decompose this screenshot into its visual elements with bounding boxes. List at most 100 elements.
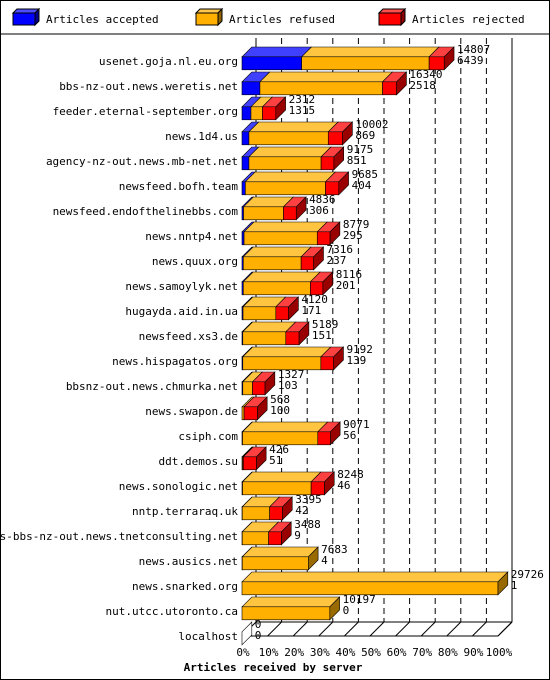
- value-label-accepted: 1315: [289, 104, 316, 117]
- bar-top: [242, 271, 321, 283]
- bars: [241, 46, 509, 646]
- value-label-accepted: 869: [355, 129, 375, 142]
- value-label-total: 4836: [309, 193, 336, 206]
- bar-segment: [285, 331, 300, 346]
- bar-side: [443, 46, 455, 71]
- category-label: news.nntp4.net: [145, 230, 238, 243]
- bar-top: [241, 546, 319, 558]
- category-label: news.quux.org: [152, 255, 238, 268]
- legend-swatch: [378, 12, 402, 26]
- value-label-accepted: 237: [326, 254, 346, 267]
- category-label: agency-nz-out.news.mb-net.net: [46, 155, 238, 168]
- bar-top: [300, 46, 440, 58]
- value-label-total: 5189: [312, 318, 339, 331]
- value-label-total: 2312: [289, 93, 316, 106]
- value-label-total: 14807: [457, 43, 490, 56]
- bar-side: [497, 571, 509, 596]
- value-label-accepted: 4: [321, 554, 328, 567]
- bar-segment: [320, 156, 335, 171]
- bar-segment: [327, 131, 343, 146]
- value-label-total: 8116: [336, 268, 363, 281]
- legend-label: Articles rejected: [412, 13, 525, 26]
- floor-gridline: [344, 621, 359, 637]
- bar-segment: [243, 231, 318, 246]
- bar-side: [329, 221, 341, 246]
- x-tick-label: 70%: [412, 646, 432, 659]
- bar-segment: [250, 106, 263, 121]
- value-label-accepted: 151: [312, 329, 332, 342]
- bar-side: [396, 71, 407, 96]
- bar-side: [281, 521, 292, 546]
- value-label-total: 7316: [326, 243, 353, 256]
- category-label: ddt.demos.su: [159, 455, 238, 468]
- bar-top: [241, 571, 509, 583]
- floor-gridline: [318, 621, 334, 637]
- bar-top: [241, 46, 313, 58]
- bar-side: [329, 596, 340, 621]
- bar-top: [241, 596, 341, 608]
- x-tick-label: 0%: [236, 646, 250, 659]
- category-label: news.ausics.net: [139, 555, 238, 568]
- category-label: localhost: [178, 630, 238, 643]
- category-label: bbs-nz-out.news.weretis.net: [59, 80, 238, 93]
- bar-side: [313, 246, 324, 271]
- bar-top: [244, 171, 336, 183]
- floor-gridline: [369, 621, 385, 637]
- x-tick-label: 50%: [361, 646, 381, 659]
- bar-segment: [241, 106, 252, 121]
- category-label: newsfeed.xs3.de: [139, 330, 238, 343]
- value-label-total: 9071: [343, 418, 370, 431]
- x-tick-label: 10%: [259, 646, 279, 659]
- value-label-accepted: 9: [294, 529, 301, 542]
- bar-segment: [241, 231, 245, 246]
- category-label: news.1d4.us: [165, 130, 238, 143]
- category-label: usenet.goja.nl.eu.org: [99, 55, 238, 68]
- bar-segment: [242, 306, 277, 321]
- bar-side: [257, 396, 268, 421]
- plot-area: [241, 38, 513, 637]
- bar-segment: [243, 406, 258, 421]
- category-label: hugayda.aid.in.ua: [125, 305, 238, 318]
- bar-top: [243, 221, 328, 233]
- bar-segment: [320, 356, 334, 371]
- category-label: newsfeed.endofthelinebbs.com: [53, 205, 239, 218]
- bar-side: [298, 321, 310, 346]
- value-label-accepted: 103: [278, 379, 298, 392]
- bar-segment: [269, 506, 283, 521]
- category-label: news.sonologic.net: [119, 480, 238, 493]
- legend-label: Articles refused: [229, 13, 335, 26]
- bar-segment: [241, 181, 246, 196]
- bar-segment: [241, 506, 270, 521]
- category-label: news.swapon.de: [145, 405, 238, 418]
- x-tick-label: 40%: [335, 646, 355, 659]
- value-label-accepted: 2518: [409, 79, 436, 92]
- category-label: news.samoylyk.net: [125, 280, 238, 293]
- category-label: newsfeed.bofh.team: [119, 180, 239, 193]
- bar-side: [342, 121, 353, 146]
- bar-top: [242, 246, 312, 258]
- value-label-accepted: 201: [336, 279, 356, 292]
- value-label-total: 8248: [337, 468, 364, 481]
- category-label: csiph.com: [178, 430, 238, 443]
- bar-segment: [382, 81, 397, 96]
- value-label-accepted: 46: [337, 479, 350, 492]
- bar-segment: [248, 156, 322, 171]
- bar-segment: [242, 256, 302, 271]
- legend-swatch: [195, 12, 219, 26]
- bar-side: [308, 546, 319, 571]
- category-labels: usenet.goja.nl.eu.org bbs-nz-out.news.wer…: [0, 55, 238, 643]
- value-label-accepted: 139: [346, 354, 366, 367]
- bar-side: [322, 271, 333, 296]
- category-label: nntp.terraraq.uk: [132, 505, 238, 518]
- value-label-accepted: 171: [301, 304, 321, 317]
- value-label-total: 9175: [347, 143, 374, 156]
- value-label-accepted: 42: [295, 504, 308, 517]
- bar-top: [248, 121, 339, 133]
- floor-gridline: [395, 621, 410, 637]
- x-tick-label: 80%: [438, 646, 458, 659]
- category-label: nut.utcc.utoronto.ca: [106, 605, 238, 618]
- value-label-total: 16340: [409, 68, 442, 81]
- bar-segment: [242, 331, 287, 346]
- value-label-total: 10197: [343, 593, 376, 606]
